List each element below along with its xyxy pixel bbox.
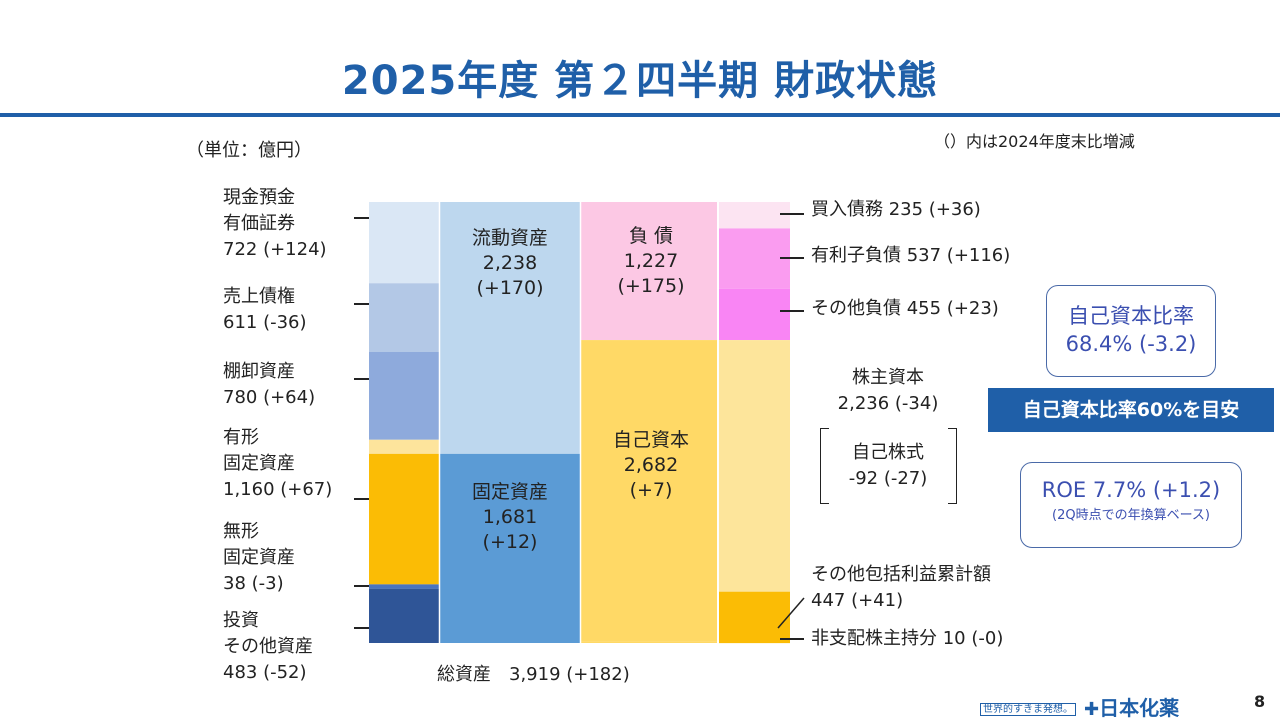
leader-tangible	[354, 498, 380, 500]
bar-segment-tangible	[369, 453, 439, 585]
logo-company-name: 日本化薬	[1099, 696, 1180, 720]
equity-ratio-box: 自己資本比率 68.4% (-3.2)	[1046, 285, 1216, 377]
equity-ratio-target-banner: 自己資本比率60%を目安	[988, 388, 1274, 432]
bar-segment-payables	[719, 202, 790, 229]
roe-note: (2Q時点での年換算ベース)	[1052, 508, 1210, 523]
title-underline	[0, 113, 1280, 117]
total-assets-label: 総資産 3,919 (+182)	[437, 664, 630, 685]
treasury-bracket-right	[948, 428, 957, 504]
unit-label: （単位：億円）	[186, 140, 312, 161]
leader-nci	[780, 638, 804, 640]
label-treasury-stock: 自己株式 -92 (-27)	[848, 442, 928, 489]
label-inventory: 棚卸資産 780 (+64)	[223, 361, 316, 408]
leader-other-liabilities	[780, 310, 804, 312]
label-other-liabilities: その他負債 455 (+23)	[811, 298, 999, 319]
logo-mark-icon: ✚	[1084, 699, 1100, 720]
bar-segment-fixed-assets	[440, 453, 580, 643]
roe-box: ROE 7.7% (+1.2) (2Q時点での年換算ベース)	[1020, 462, 1242, 548]
bar-segment-other-current	[369, 439, 439, 454]
label-intangible: 無形 固定資産 38 (-3)	[223, 521, 295, 594]
label-liabilities: 負 債 1,227 (+175)	[617, 225, 685, 297]
leader-intangible	[354, 585, 380, 587]
roe-value: ROE 7.7% (+1.2)	[1041, 478, 1221, 502]
leader-inventory	[354, 378, 380, 380]
leader-debt	[780, 257, 804, 259]
leader-payables	[780, 213, 804, 215]
bar-segment-investments	[369, 588, 439, 643]
bar-segment-current-assets	[440, 202, 580, 454]
bar-segment-equity	[581, 340, 717, 642]
bar-segment-receivables	[369, 283, 439, 353]
label-fixed-assets: 固定資産 1,681 (+12)	[471, 481, 548, 553]
bar-segment-cash	[369, 202, 439, 284]
label-shareholders-equity: 株主資本 2,236 (-34)	[837, 367, 939, 414]
label-receivables: 売上債権 611 (-36)	[223, 286, 307, 333]
leader-investments	[354, 627, 380, 629]
bar-segment-other-liab	[719, 288, 790, 341]
bar-segment-nci-sum	[581, 641, 717, 643]
bar-segment-debt	[719, 228, 790, 289]
bar-segment-intangible	[369, 584, 439, 589]
label-aoci: その他包括利益累計額 447 (+41)	[811, 564, 991, 611]
page-title: 2025年度 第２四半期 財政状態	[341, 58, 939, 104]
leader-receivables	[354, 303, 380, 305]
page-number: 8	[1254, 692, 1266, 711]
label-current-assets: 流動資産 2,238 (+170)	[471, 227, 548, 299]
label-tangible: 有形 固定資産 1,160 (+67)	[223, 427, 333, 500]
label-nci: 非支配株主持分 10 (-0)	[811, 628, 1004, 649]
leader-cash	[354, 217, 380, 219]
label-debt: 有利子負債 537 (+116)	[811, 245, 1011, 266]
bar-segment-shareholders-equity	[719, 340, 790, 592]
company-logo: 世界的すきま発想。 ✚日本化薬	[980, 692, 1179, 721]
leader-aoci	[777, 597, 805, 629]
label-equity: 自己資本 2,682 (+7)	[612, 429, 689, 501]
bar-segment-nci	[719, 641, 790, 644]
comparison-note: （）内は2024年度末比増減	[934, 132, 1135, 151]
treasury-bracket-left	[820, 428, 829, 504]
bar-segment-liabilities	[581, 202, 717, 341]
bar-segment-aoci	[719, 591, 790, 642]
logo-tagline: 世界的すきま発想。	[980, 703, 1076, 716]
label-payables: 買入債務 235 (+36)	[811, 199, 981, 220]
label-investments: 投資 その他資産 483 (-52)	[223, 610, 313, 683]
label-cash: 現金預金 有価証券 722 (+124)	[223, 187, 327, 260]
bar-segment-inventory	[369, 352, 439, 440]
